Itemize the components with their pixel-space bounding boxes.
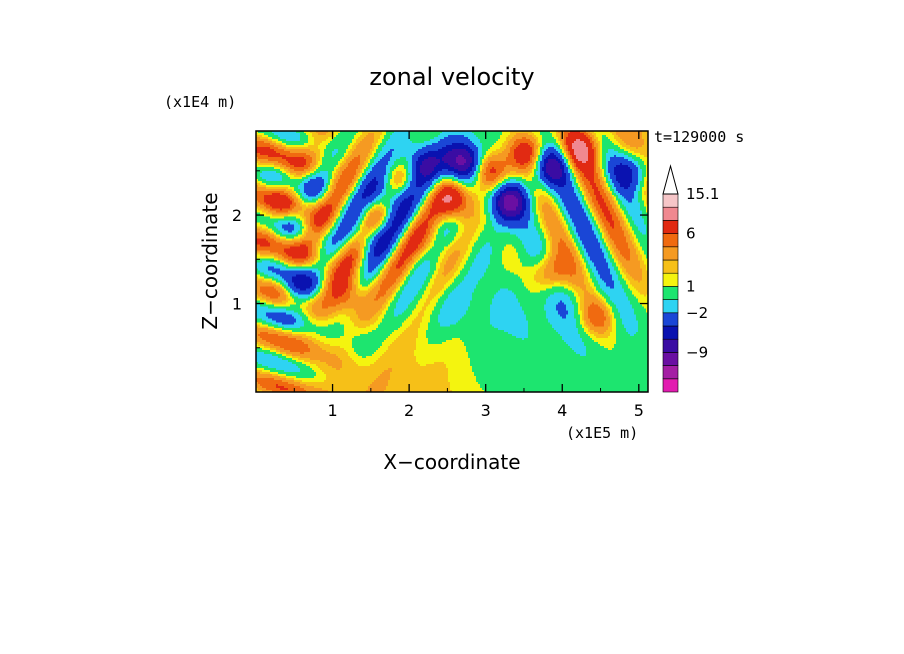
colorbar-extend-arrow [662, 164, 679, 195]
colorbar-segment [662, 246, 679, 261]
colorbar-segment [662, 259, 679, 274]
colorbar-label: 6 [686, 225, 696, 243]
x-axis-ticks: 1 2 3 4 5 [293, 131, 644, 420]
colorbar-segment [662, 338, 679, 353]
x-scale-label: (x1E5 m) [566, 424, 638, 442]
colorbar-label: 1 [686, 277, 696, 295]
colorbar: −9 −2 1 6 15.1 [662, 164, 719, 393]
colorbar-label: −2 [686, 304, 708, 322]
colorbar-segment [662, 193, 679, 208]
colorbar-segment [662, 352, 679, 366]
colorbar-segment [662, 312, 679, 327]
x-tick-label: 4 [557, 401, 567, 420]
colorbar-segment [662, 286, 679, 300]
colorbar-segment [662, 299, 679, 314]
y-axis-ticks: 12 [232, 170, 648, 349]
x-tick-label: 5 [634, 401, 644, 420]
colorbar-segment [662, 206, 679, 221]
plot-frame [255, 130, 649, 393]
colorbar-segment [662, 220, 679, 234]
colorbar-segment [662, 325, 679, 340]
colorbar-segment [662, 272, 679, 287]
y-axis-label: Z−coordinate [198, 192, 222, 329]
x-tick-label: 1 [327, 401, 337, 420]
y-tick-label: 2 [232, 206, 242, 225]
chart-title: zonal velocity [369, 63, 534, 91]
colorbar-segment [662, 233, 679, 248]
x-axis-label: X−coordinate [383, 450, 520, 474]
colorbar-segment [662, 365, 679, 380]
x-tick-label: 3 [481, 401, 491, 420]
velocity-field-image [256, 131, 648, 392]
colorbar-label: −9 [686, 343, 708, 361]
y-scale-label: (x1E4 m) [164, 93, 236, 111]
colorbar-segment [662, 378, 679, 393]
y-tick-label: 1 [232, 295, 242, 314]
colorbar-label: 15.1 [686, 185, 719, 203]
time-label: t=129000 s [654, 128, 744, 146]
x-tick-label: 2 [404, 401, 414, 420]
